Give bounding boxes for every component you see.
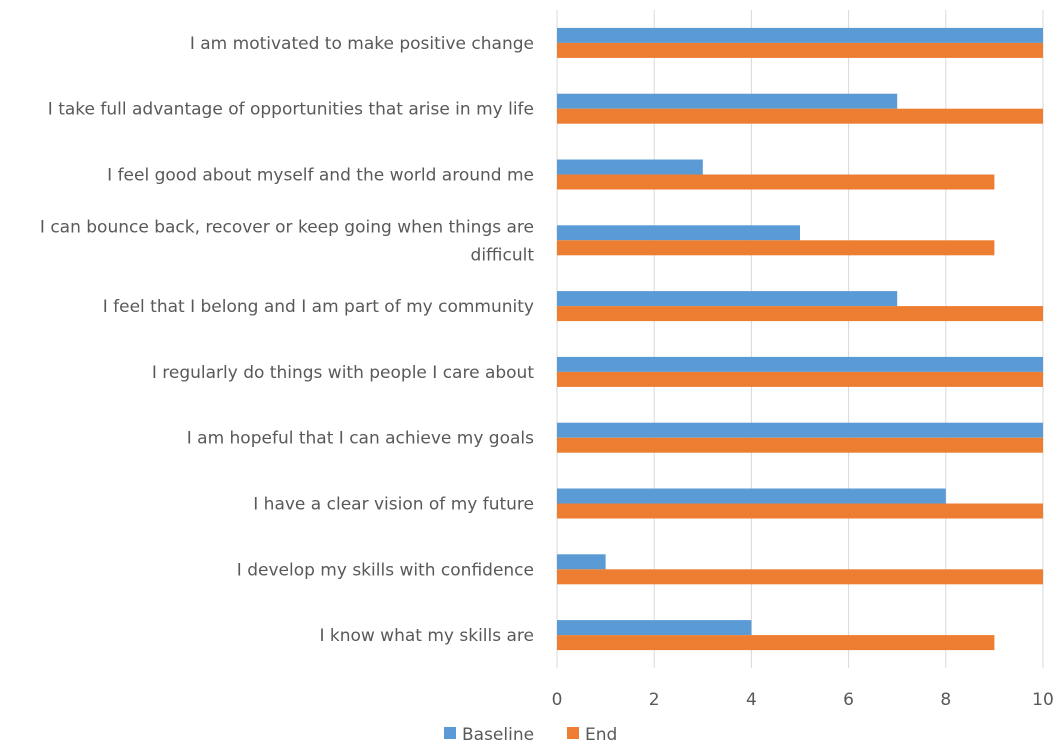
x-tick-label: 8 xyxy=(940,690,951,710)
bar-end-4 xyxy=(557,306,1043,322)
bar-baseline-0 xyxy=(557,27,1043,43)
bar-end-9 xyxy=(557,635,995,651)
bar-baseline-4 xyxy=(557,291,898,307)
bar-baseline-3 xyxy=(557,225,800,241)
category-label: I am hopeful that I can achieve my goals xyxy=(187,429,534,449)
category-label: I can bounce back, recover or keep going… xyxy=(40,217,534,265)
bar-baseline-6 xyxy=(557,422,1043,438)
bar-end-0 xyxy=(557,42,1043,58)
legend-label-baseline: Baseline xyxy=(462,725,534,745)
category-label: I know what my skills are xyxy=(319,626,534,646)
bar-baseline-2 xyxy=(557,159,703,175)
x-tick-label: 2 xyxy=(649,690,660,710)
bar-end-2 xyxy=(557,174,995,190)
bar-end-6 xyxy=(557,437,1043,453)
bar-end-8 xyxy=(557,569,1043,585)
bar-end-7 xyxy=(557,503,1043,519)
x-tick-label: 4 xyxy=(746,690,757,710)
category-label: I feel that I belong and I am part of my… xyxy=(103,297,534,317)
x-tick-label: 6 xyxy=(843,690,854,710)
legend-swatch-baseline xyxy=(444,727,456,739)
category-label: I feel good about myself and the world a… xyxy=(107,166,534,186)
bar-baseline-7 xyxy=(557,488,946,504)
x-tick-label: 10 xyxy=(1032,690,1054,710)
legend-swatch-end xyxy=(567,727,579,739)
bar-baseline-1 xyxy=(557,93,898,109)
category-label: I have a clear vision of my future xyxy=(253,495,534,515)
bar-end-1 xyxy=(557,108,1043,124)
category-label: I develop my skills with confidence xyxy=(237,560,534,580)
category-label: I regularly do things with people I care… xyxy=(152,363,535,383)
bars xyxy=(557,27,1043,651)
bar-baseline-5 xyxy=(557,356,1043,372)
x-tick-label: 0 xyxy=(552,690,563,710)
bar-end-3 xyxy=(557,240,995,256)
bar-end-5 xyxy=(557,371,1043,387)
x-axis-tick-labels: 0 2 4 6 8 10 xyxy=(552,690,1054,710)
category-label: I am motivated to make positive change xyxy=(190,34,534,54)
bar-baseline-9 xyxy=(557,620,752,636)
category-labels: I am motivated to make positive change I … xyxy=(40,34,534,646)
bar-baseline-8 xyxy=(557,554,606,570)
legend-label-end: End xyxy=(585,725,617,745)
category-label: I take full advantage of opportunities t… xyxy=(48,100,534,120)
legend: Baseline End xyxy=(444,725,617,745)
